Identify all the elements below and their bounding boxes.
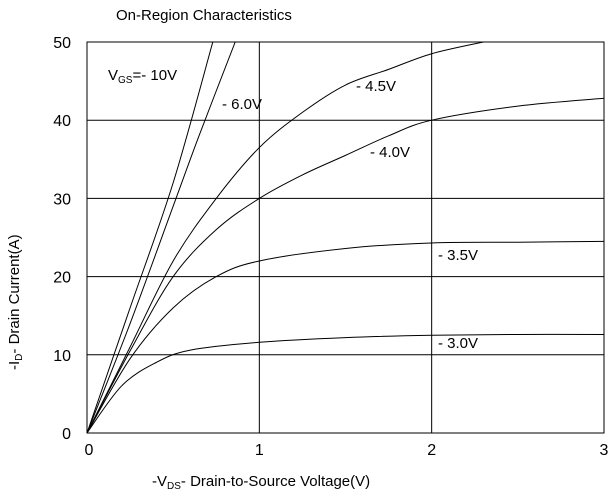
x-tick-label: 2 <box>427 442 436 459</box>
curve-label-1: - 6.0V <box>222 96 262 113</box>
curve-label-5: - 3.0V <box>438 335 478 352</box>
curves <box>87 42 604 433</box>
curve-labels: VGS=- 10V - 6.0V - 4.5V - 4.0V - 3.5V - 3.0V <box>108 67 478 352</box>
chart-title: On-Region Characteristics <box>116 7 292 24</box>
curve-vgs-3 <box>87 97 604 433</box>
curve-label-2: - 4.5V <box>356 78 396 95</box>
plot-frame <box>86 41 605 434</box>
curve-label-3: - 4.0V <box>370 144 410 161</box>
grid <box>87 42 604 433</box>
y-tick-label: 20 <box>53 270 71 287</box>
y-axis-label: -ID- Drain Current(A) <box>6 234 25 370</box>
x-tick-label: 0 <box>85 442 94 459</box>
y-tick-label: 10 <box>53 348 71 365</box>
curve-label-0: VGS=- 10V <box>108 67 177 86</box>
y-tick-label: 0 <box>62 426 71 443</box>
x-tick-label: 3 <box>600 442 608 459</box>
x-axis-label: -VDS- Drain-to-Source Voltage(V) <box>152 473 370 492</box>
curve-vgs-4 <box>87 240 604 433</box>
y-tick-label: 50 <box>53 35 71 52</box>
curve-label-4: - 3.5V <box>438 247 478 264</box>
curve-vgs-1 <box>87 42 236 433</box>
curve-vgs-0 <box>87 42 214 433</box>
x-tick-labels: 0 1 2 3 <box>85 442 608 459</box>
x-tick-label: 1 <box>255 442 264 459</box>
y-tick-label: 40 <box>53 113 71 130</box>
curve-vgs-2 <box>87 42 484 433</box>
curve-vgs-5 <box>87 333 604 433</box>
y-tick-label: 30 <box>53 191 71 208</box>
y-tick-labels: 0 10 20 30 40 50 <box>53 35 71 443</box>
